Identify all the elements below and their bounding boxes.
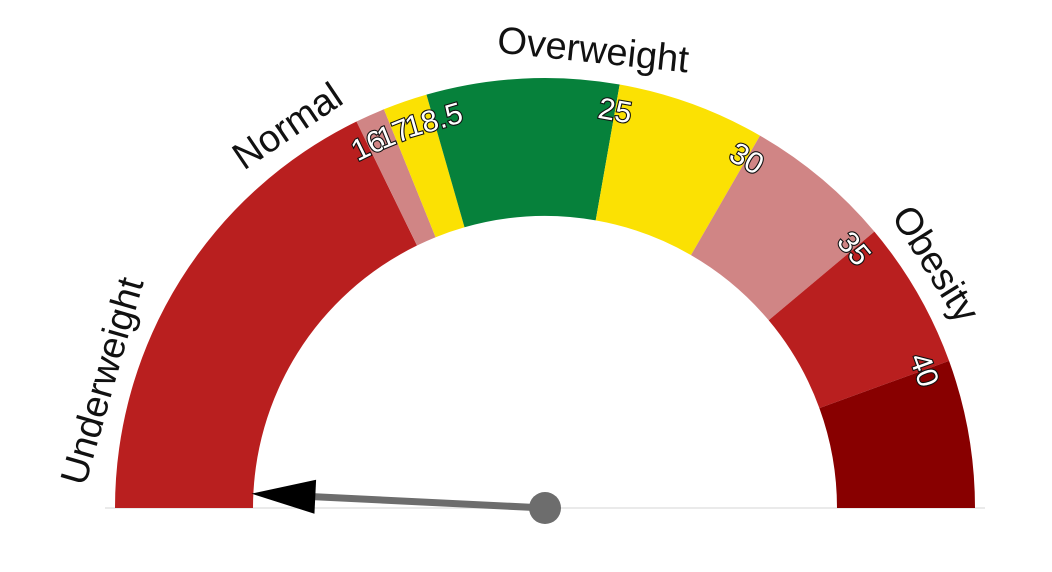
gauge-band-3	[426, 78, 620, 228]
gauge-band-0	[115, 121, 417, 509]
gauge-band-4	[595, 84, 760, 256]
gauge-band-1	[356, 109, 436, 246]
gauge-band-7	[819, 360, 975, 508]
tick-label: 25	[596, 92, 635, 130]
gauge-band-5	[691, 135, 875, 321]
gauge-needle	[311, 493, 549, 512]
gauge-needle-tip	[251, 479, 317, 514]
gauge-hub	[529, 492, 561, 524]
gauge-band-6	[768, 231, 950, 409]
gauge-band-2	[383, 94, 465, 238]
category-label: Overweight	[495, 20, 691, 82]
